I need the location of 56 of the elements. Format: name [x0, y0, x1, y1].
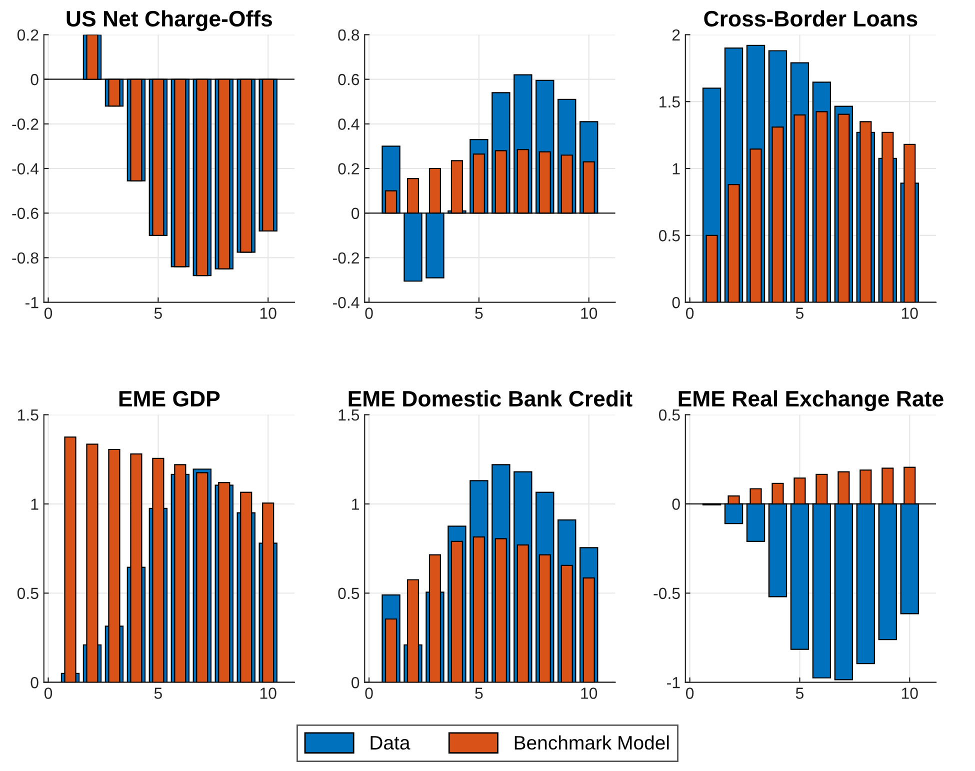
x-tick-label: 10: [902, 688, 918, 699]
y-tick-label: 0.8: [338, 29, 360, 41]
y-tick-label: 0.4: [338, 118, 360, 130]
y-tick-label: 1.5: [338, 410, 360, 421]
y-tick-label: 0.2: [338, 163, 359, 174]
x-tick-label: 5: [154, 308, 162, 319]
x-tick-label: 5: [796, 688, 804, 699]
y-tick-label: 2: [672, 29, 680, 40]
y-tick-label: 1: [352, 498, 359, 510]
y-tick-label: -1: [26, 297, 38, 308]
x-tick-label: 0: [686, 308, 694, 319]
x-tick-label: 5: [154, 688, 162, 699]
x-tick-label: 10: [581, 308, 598, 319]
chart-title: EME Domestic Bank Credit: [348, 390, 632, 407]
y-tick-label: 0.5: [658, 230, 680, 242]
x-tick-label: 10: [260, 308, 276, 319]
x-tick-label: 0: [44, 308, 52, 319]
y-tick-label: -0.8: [12, 252, 38, 264]
chart-title: EME GDP: [119, 390, 220, 407]
y-tick-label: 0.5: [658, 409, 680, 421]
x-tick-label: 10: [902, 308, 918, 319]
y-tick-label: 0.2: [17, 29, 38, 41]
chart-title: US Net Charge-Offs: [66, 10, 272, 32]
y-tick-label: -0.2: [332, 252, 359, 264]
y-tick-label: 0.5: [338, 588, 360, 600]
y-tick-label: 0: [352, 676, 360, 688]
y-tick-label: 0: [30, 74, 38, 86]
x-tick-label: 10: [581, 688, 598, 699]
x-tick-label: 0: [365, 308, 373, 319]
y-tick-label: 1.5: [660, 96, 680, 108]
x-tick-label: 10: [260, 688, 276, 699]
y-tick-label: -0.6: [12, 208, 38, 220]
x-tick-label: 0: [365, 688, 373, 699]
y-tick-label: 0: [352, 208, 360, 220]
chart-title: EME Real Exchange Rate: [678, 390, 944, 412]
x-tick-label: 0: [44, 688, 52, 699]
x-tick-label: 5: [796, 308, 804, 319]
y-tick-label: 0.6: [338, 74, 360, 86]
y-tick-label: 0: [672, 296, 680, 308]
legend-label: Data: [370, 736, 410, 750]
y-tick-label: -0.4: [332, 296, 360, 308]
y-tick-label: -0.5: [654, 588, 680, 600]
y-tick-label: 1: [31, 498, 38, 510]
y-tick-label: 1.5: [18, 410, 38, 421]
y-tick-label: -0.4: [12, 163, 39, 174]
y-tick-label: 1: [672, 163, 680, 174]
y-tick-label: -0.2: [12, 118, 38, 130]
x-tick-label: 5: [475, 308, 483, 319]
y-tick-label: 0.5: [17, 588, 38, 600]
legend-label: Benchmark Model: [514, 735, 669, 750]
y-tick-label: 0: [672, 498, 680, 510]
y-tick-label: 0: [30, 676, 38, 688]
x-tick-label: 0: [686, 688, 694, 699]
chart-title: Cross-Border Loans: [704, 10, 918, 27]
x-tick-label: 5: [475, 688, 483, 699]
y-tick-label: -1: [667, 677, 680, 688]
